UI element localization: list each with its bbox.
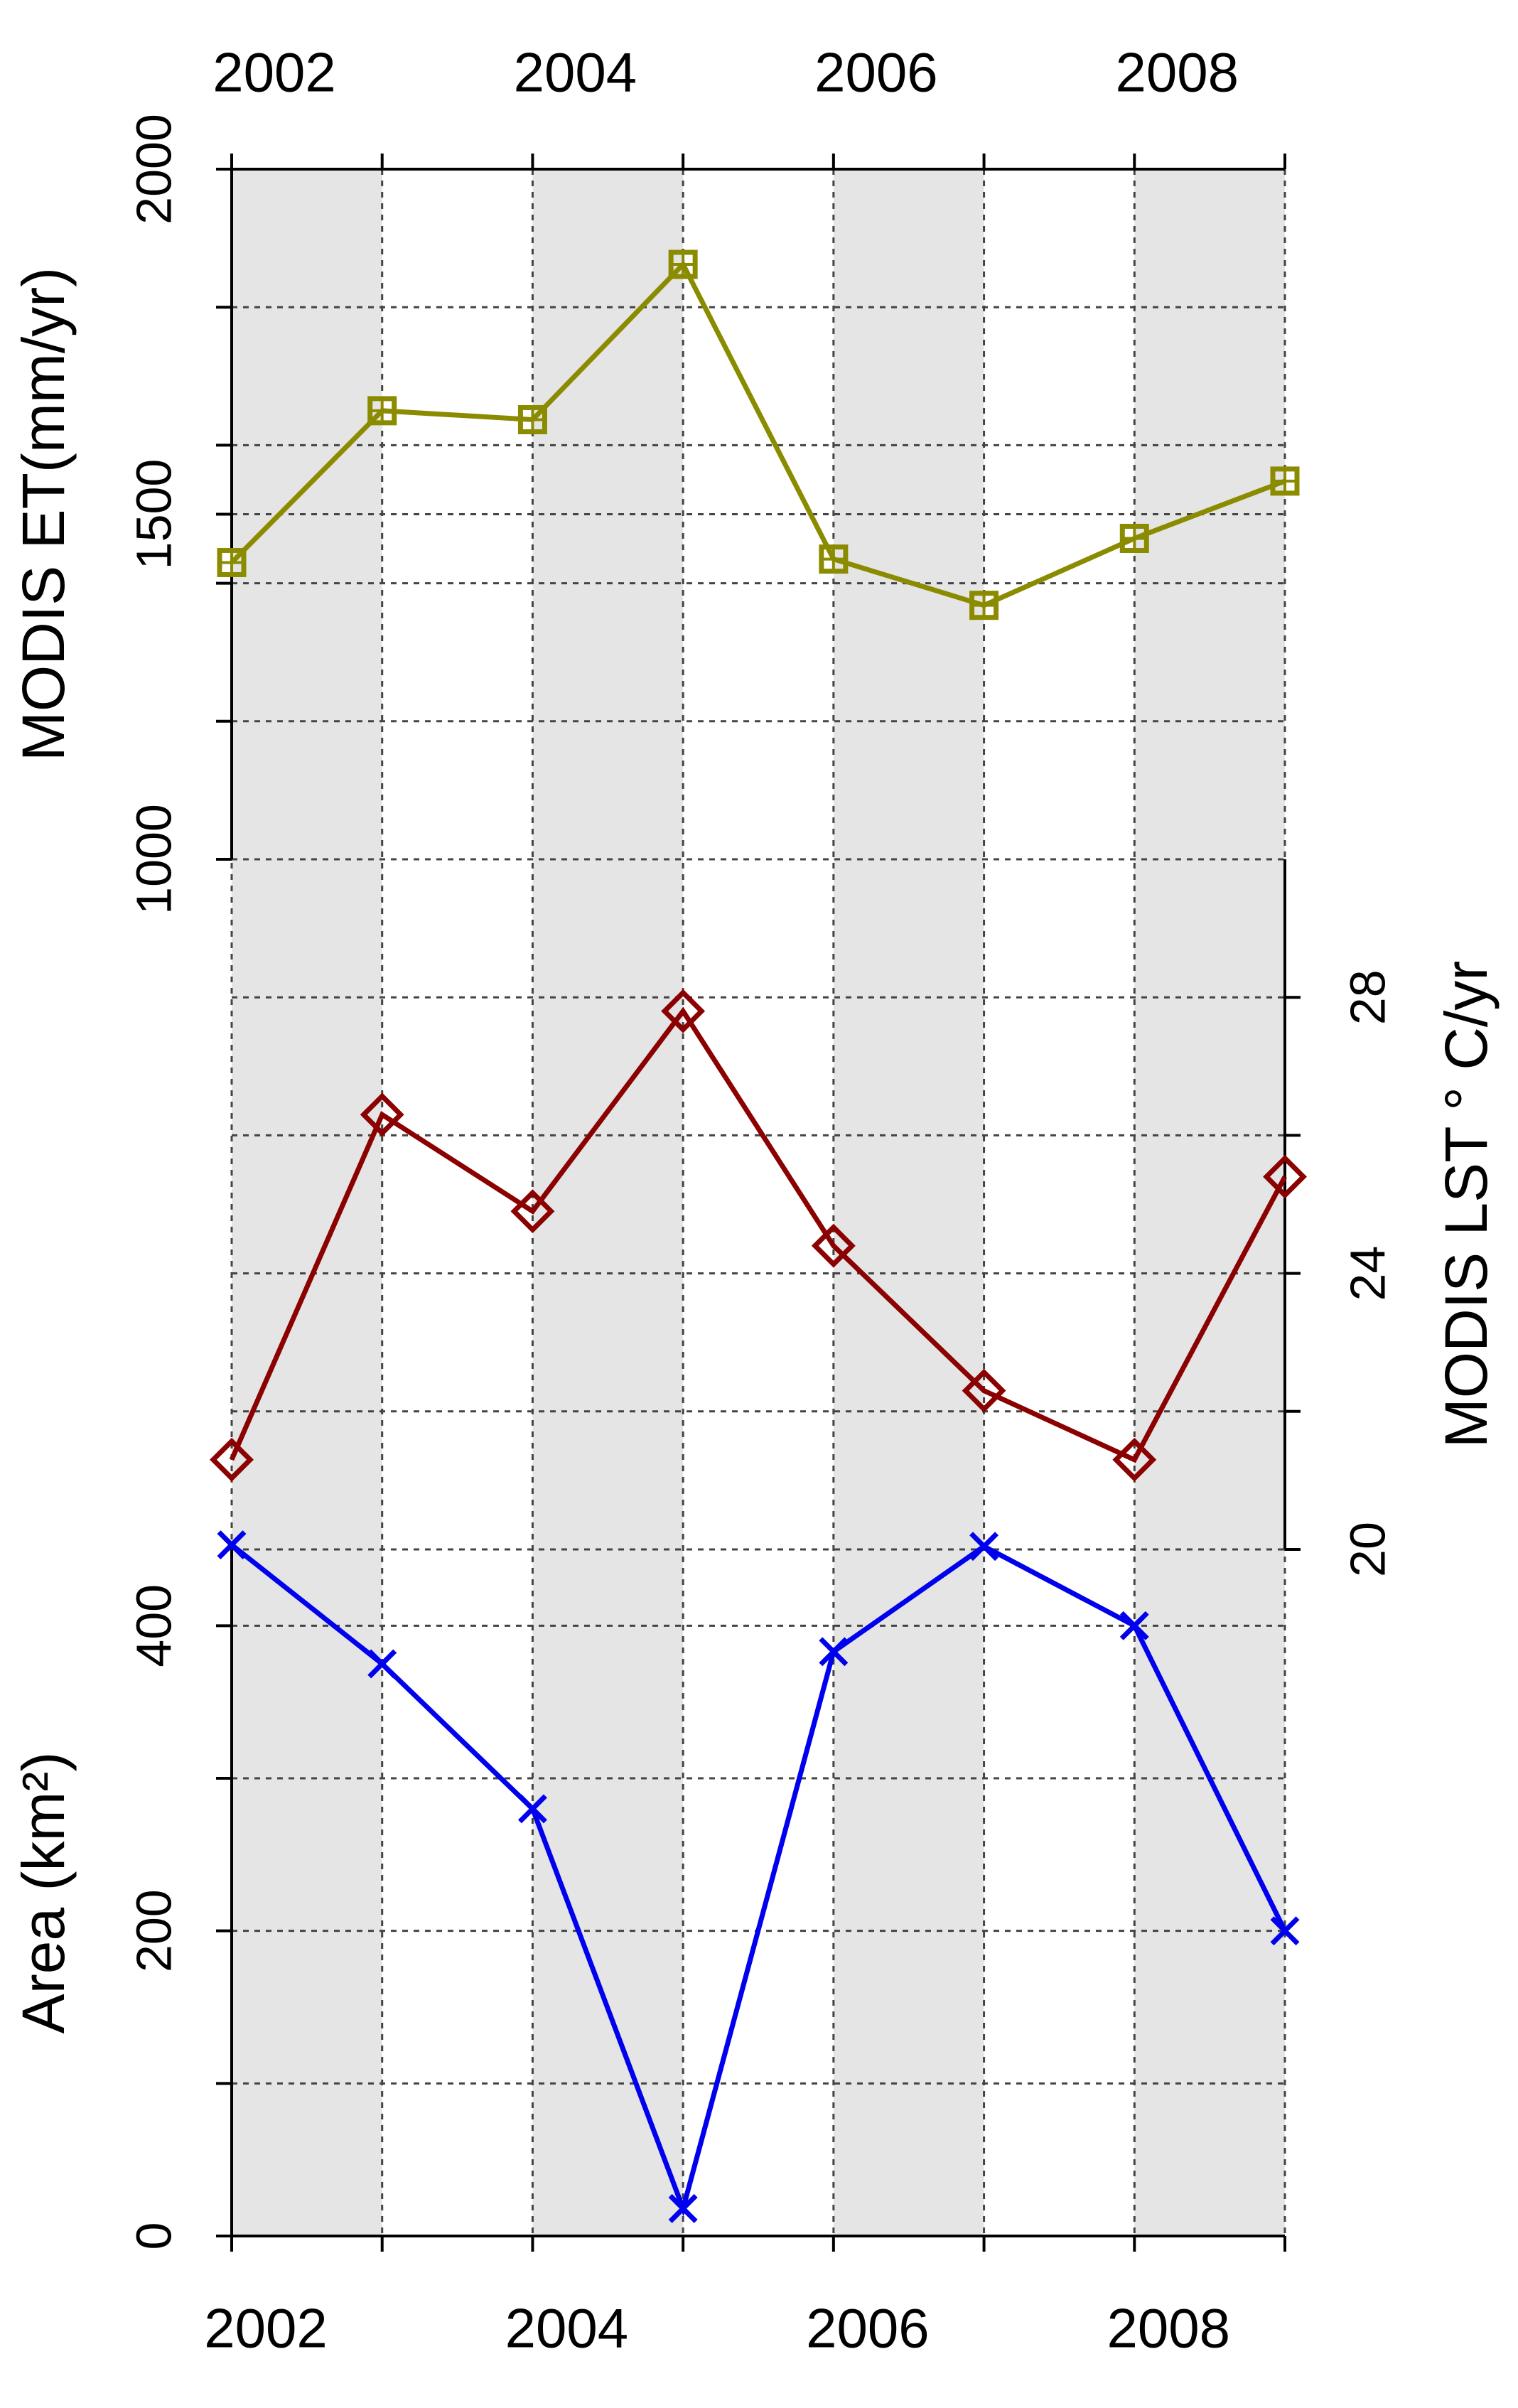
top-xtick-label-2002: 2002 — [212, 41, 336, 104]
shaded-band-3 — [1134, 169, 1285, 2236]
point-middle-2009 — [1263, 1154, 1307, 1199]
point-bottom-2006-b — [819, 1637, 849, 1667]
ylabel-top: MODIS ET(mm/yr) — [10, 267, 77, 761]
shaded-band-1 — [532, 169, 684, 2236]
ytick-label-top-1000: 1000 — [126, 804, 181, 915]
point-middle-2004 — [510, 1189, 555, 1234]
point-bottom-2004-b — [517, 1794, 547, 1824]
top-xtick-label-2004: 2004 — [514, 41, 637, 104]
point-middle-2002 — [210, 1437, 254, 1482]
bottom-xtick-label-2002: 2002 — [204, 2297, 328, 2360]
point-bottom-2005-b — [668, 2193, 698, 2223]
ytick-label-bottom-0: 0 — [126, 2222, 181, 2250]
bottom-xtick-label-2006: 2006 — [806, 2297, 930, 2360]
ytick-label-bottom-200: 200 — [126, 1889, 181, 1972]
point-bottom-2003-b — [367, 1649, 397, 1679]
ytick-label-top-1500: 1500 — [126, 459, 181, 570]
ytick-label-middle-24: 24 — [1340, 1246, 1395, 1301]
ylabel-middle: MODIS LST ° C/yr — [1433, 961, 1500, 1448]
series-line-bottom — [230, 1542, 1288, 2217]
bottom-xtick-label-2008: 2008 — [1107, 2297, 1231, 2360]
ytick-label-middle-28: 28 — [1340, 969, 1395, 1025]
ytick-label-bottom-400: 400 — [126, 1584, 181, 1667]
ylabel-bottom: Area (km²) — [10, 1752, 77, 2034]
series-line-middle — [229, 1006, 1288, 1463]
point-middle-2005 — [661, 989, 706, 1033]
top-xtick-label-2008: 2008 — [1116, 41, 1239, 104]
point-middle-2008 — [1112, 1437, 1157, 1482]
shaded-band-0 — [232, 169, 382, 2236]
point-middle-2003 — [360, 1092, 404, 1137]
ytick-label-middle-20: 20 — [1340, 1522, 1395, 1577]
point-bottom-2009-b — [1270, 1916, 1300, 1946]
point-middle-2007 — [962, 1368, 1006, 1413]
point-middle-2006 — [811, 1223, 856, 1268]
shaded-band-2 — [833, 169, 984, 2236]
point-bottom-2007-b — [969, 1532, 999, 1562]
bottom-xtick-label-2004: 2004 — [505, 2297, 629, 2360]
point-bottom-2008-b — [1119, 1611, 1149, 1640]
top-xtick-label-2006: 2006 — [814, 41, 938, 104]
point-bottom-2002-b — [217, 1530, 247, 1560]
series-line-top — [230, 260, 1286, 608]
ytick-label-top-2000: 2000 — [126, 114, 181, 225]
